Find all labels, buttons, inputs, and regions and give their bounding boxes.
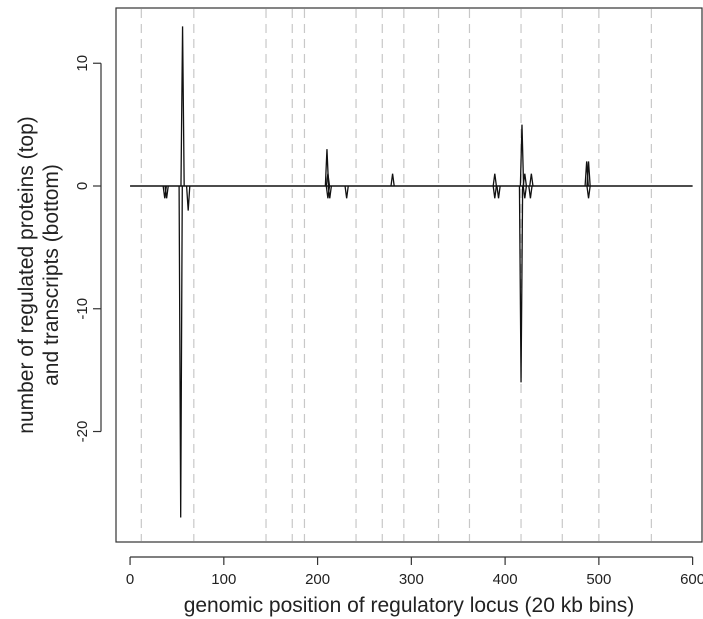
y-axis-label-line-1: number of regulated proteins (top) xyxy=(15,116,38,434)
x-axis-label: genomic position of regulatory locus (20… xyxy=(184,594,635,617)
spike-series xyxy=(162,26,591,518)
transcript-spike xyxy=(496,185,501,199)
y-axis: -20 -10 0 10 xyxy=(74,55,102,443)
plot-frame xyxy=(115,7,703,543)
x-tick-label: 500 xyxy=(586,571,611,588)
y-axis-label-line-2: and transcripts (bottom) xyxy=(40,164,63,386)
protein-spike xyxy=(390,173,395,187)
transcript-spike xyxy=(586,185,591,199)
protein-spike xyxy=(519,124,525,187)
x-tick-label: 0 xyxy=(126,571,134,588)
transcript-spike xyxy=(528,185,533,199)
chromosome-boundaries xyxy=(140,9,652,541)
transcript-spike xyxy=(185,185,191,211)
x-tick-label: 300 xyxy=(399,571,424,588)
protein-spike xyxy=(529,173,534,187)
transcript-spike xyxy=(327,185,333,199)
x-tick-label: 100 xyxy=(211,571,236,588)
y-tick-label: 0 xyxy=(74,182,91,190)
transcript-spike xyxy=(344,185,349,199)
transcript-spike xyxy=(492,185,498,199)
y-tick-label: -10 xyxy=(74,298,91,320)
transcript-spike xyxy=(164,185,169,199)
protein-spike xyxy=(492,173,498,187)
protein-spike xyxy=(325,173,331,187)
y-tick-label: 10 xyxy=(74,55,91,72)
x-axis: 0 100 200 300 400 500 600 xyxy=(126,556,703,588)
x-tick-label: 600 xyxy=(680,571,703,588)
protein-spike xyxy=(180,26,185,187)
protein-spike xyxy=(522,173,528,187)
transcript-spike xyxy=(522,185,528,199)
transcript-spike xyxy=(178,185,183,518)
protein-spike xyxy=(586,161,591,187)
x-tick-label: 200 xyxy=(305,571,330,588)
x-tick-label: 400 xyxy=(493,571,518,588)
y-tick-label: -20 xyxy=(74,421,91,443)
